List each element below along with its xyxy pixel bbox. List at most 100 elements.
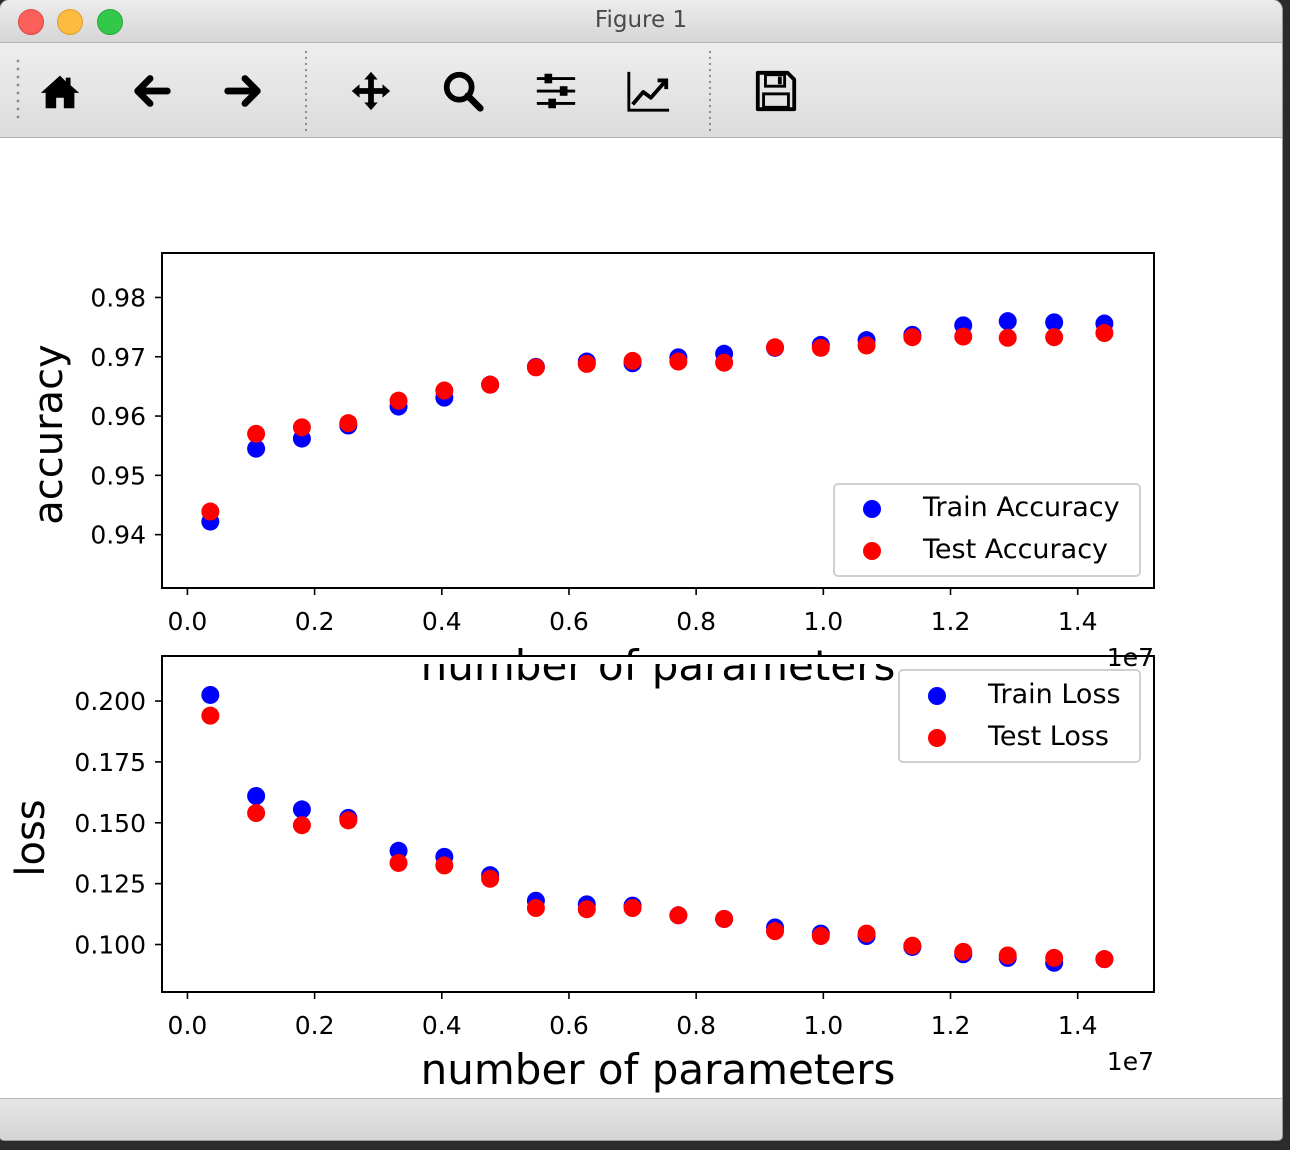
data-point-test-loss [1045,948,1064,967]
x-tick-label: 0.2 [295,607,335,636]
figure-plot: number of parameters 0.0 0.2 0.4 0.6 0.8 1.0 1.… [8,252,1155,1094]
title-bar[interactable]: Figure 1 [0,0,1282,43]
data-point-test-loss [811,927,830,945]
legend-marker [863,542,881,560]
legend-box [898,669,1141,763]
save-button[interactable] [752,67,800,115]
data-point-test-loss [389,853,408,872]
data-point-test-accuracy [903,328,922,347]
subplot-accuracy: 0.0 0.2 0.4 0.6 0.8 1.0 1.2 1.4 0.94 0.95 0.96 0.97… [26,252,1155,672]
y-tick-label: 0.96 [90,402,146,431]
y-axis-label: loss [8,799,54,876]
y-tick-label: 0.97 [90,343,146,372]
data-point-test-loss [1095,950,1114,969]
data-point-test-loss [292,816,311,835]
data-point-test-loss [526,899,545,917]
data-point-test-accuracy [1095,324,1114,343]
axes-frame [161,655,1155,993]
subplot-loss: 0.0 0.2 0.4 0.6 0.8 1.0 1.2 1.4 0.100 0.125 0.150 0… [8,655,1155,1094]
data-point-test-accuracy [292,418,311,437]
x-tick-label: 0.6 [549,607,589,636]
close-window-button[interactable] [18,9,44,35]
data-point-test-accuracy [526,358,545,377]
arrow-right-icon [224,75,261,107]
forward-button[interactable] [219,67,267,115]
line-chart-icon [627,71,670,112]
data-point-test-loss [623,899,642,917]
x-axis-label-hidden: number of parameters [421,641,896,690]
zoom-button[interactable] [439,67,487,115]
zoom-window-button[interactable] [97,9,123,35]
x-tick-label: 1.0 [803,607,843,636]
x-tick-label: 0.0 [168,607,208,636]
x-tick-label: 0.6 [549,1011,589,1040]
y-tick-label: 0.94 [90,521,146,550]
navigation-toolbar [0,43,1282,138]
magnifier-icon [443,71,484,112]
home-button[interactable] [36,67,84,115]
legend-box [833,483,1141,577]
pan-button[interactable] [347,67,395,115]
back-button[interactable] [128,67,176,115]
legend-marker [928,729,946,747]
data-point-test-accuracy [577,354,596,373]
data-point-test-accuracy [1045,328,1064,347]
home-icon [40,75,80,109]
data-point-train-accuracy [998,312,1017,331]
data-point-train-loss [201,685,220,704]
arrow-left-icon [134,75,171,107]
x-tick-label: 0.2 [295,1011,335,1040]
floppy-disk-icon [755,70,797,112]
y-tick-label: 0.95 [90,461,146,490]
x-offset-text: 1e7 [1107,1047,1154,1076]
data-point-train-loss [292,800,311,819]
legend-marker [863,500,881,518]
x-offset-text: 1e7 [1107,643,1154,672]
data-point-test-accuracy [389,391,408,410]
axes-edit-button[interactable] [624,67,672,115]
figure-canvas[interactable]: number of parameters 0.0 0.2 0.4 0.6 0.8 1.0 1.… [0,138,1282,1098]
legend-label: Train Loss [987,679,1121,710]
data-point-test-accuracy [481,375,500,394]
data-point-train-accuracy [247,439,266,458]
data-point-test-loss [669,906,688,925]
toolbar-separator [709,49,711,133]
status-bar [0,1098,1282,1140]
data-point-test-accuracy [339,414,358,433]
x-tick-label: 0.8 [676,607,716,636]
subplots-button[interactable] [532,67,580,115]
data-point-test-loss [766,922,785,941]
data-point-test-accuracy [623,351,642,370]
sliders-icon [536,73,576,109]
data-point-test-loss [247,804,266,823]
data-point-test-loss [954,942,973,961]
x-tick-label: 0.0 [168,1011,208,1040]
axes-frame [161,252,1155,589]
legend-label: Test Loss [987,721,1109,752]
data-point-test-accuracy [715,353,734,372]
data-point-test-loss [481,869,500,888]
data-point-test-accuracy [954,327,973,346]
data-point-test-accuracy [766,338,785,357]
legend-label: Test Accuracy [922,534,1108,565]
data-point-test-loss [857,924,876,943]
window-title: Figure 1 [594,7,688,33]
legend-marker [928,687,946,705]
x-tick-label: 1.4 [1058,607,1098,636]
toolbar-grip[interactable] [16,57,20,123]
y-tick-label: 0.150 [74,809,146,838]
data-point-test-accuracy [811,338,830,357]
data-point-test-accuracy [201,502,220,521]
minimize-window-button[interactable] [57,9,83,35]
y-tick-label: 0.100 [74,931,146,960]
data-point-test-accuracy [435,381,454,400]
data-point-test-loss [435,856,454,875]
x-tick-label: 1.4 [1058,1011,1098,1040]
x-tick-label: 0.8 [676,1011,716,1040]
y-tick-label: 0.98 [90,283,146,312]
data-point-test-accuracy [669,352,688,371]
move-icon [351,71,391,111]
y-tick-label: 0.175 [74,748,146,777]
y-tick-label: 0.125 [74,870,146,899]
